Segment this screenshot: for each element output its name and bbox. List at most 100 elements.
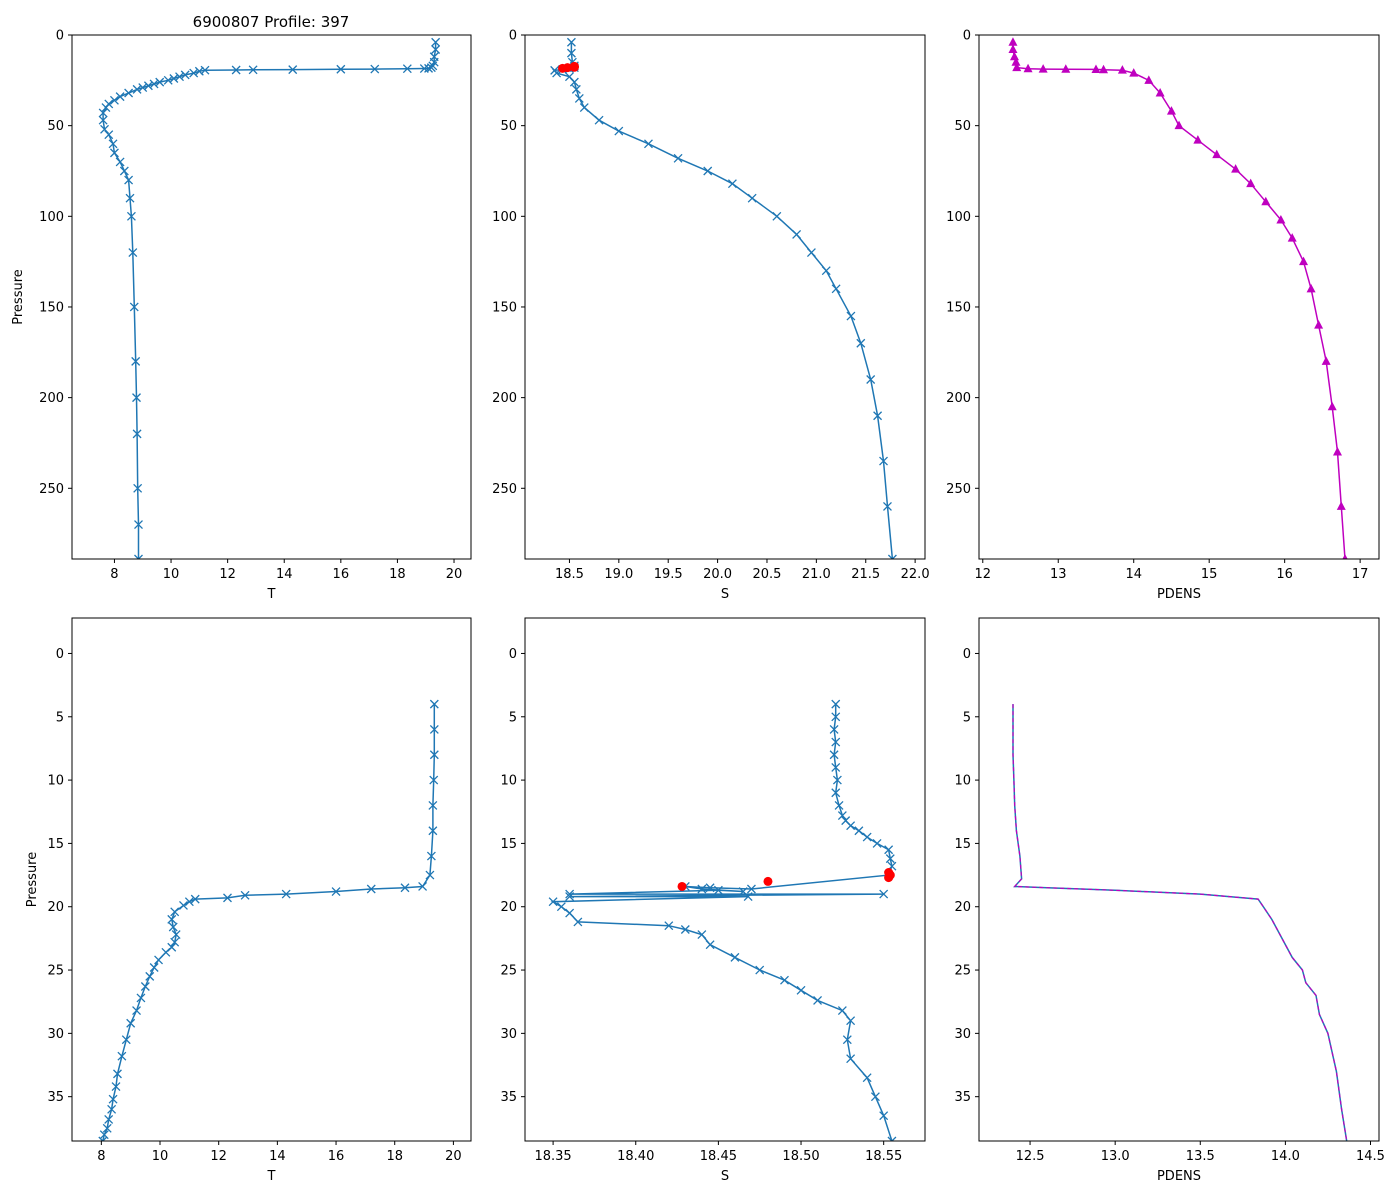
data-point-marker xyxy=(149,79,159,89)
data-point-marker xyxy=(643,139,653,149)
data-point-marker xyxy=(1038,64,1048,73)
data-point-marker xyxy=(747,193,757,203)
data-point-marker xyxy=(1117,65,1127,74)
data-point-marker xyxy=(288,65,298,75)
data-point-marker xyxy=(132,393,141,403)
y-tick-label: 150 xyxy=(492,300,517,315)
x-tick-label: 18.55 xyxy=(865,1149,902,1164)
data-point-marker xyxy=(565,889,575,899)
axes-frame xyxy=(71,34,472,560)
panel-bottom-density: 12.5 13.0 13.5 14.0 14.5 0 5 10 15 20 25 30 35 PDENS xyxy=(954,617,1385,1184)
data-point-marker xyxy=(121,1035,131,1045)
data-point-marker xyxy=(846,1016,856,1026)
data-point-marker xyxy=(418,882,428,891)
data-point-marker xyxy=(1011,57,1021,66)
data-point-marker xyxy=(796,985,806,995)
data-point-marker xyxy=(1231,164,1241,173)
data-point-marker xyxy=(705,883,715,893)
x-tick-label: 20.0 xyxy=(703,567,732,582)
y-tick-label: 30 xyxy=(500,1027,517,1042)
data-point-marker xyxy=(429,724,439,734)
data-point-marker xyxy=(1166,106,1176,115)
data-point-marker xyxy=(428,800,438,810)
data-point-marker xyxy=(846,311,856,321)
data-point-marker xyxy=(428,826,438,836)
x-tick-label: 20 xyxy=(445,1149,462,1164)
data-point-marker xyxy=(425,870,435,880)
y-tick-label: 200 xyxy=(946,391,971,406)
data-point-marker xyxy=(1299,256,1309,266)
data-point-marker xyxy=(842,1035,852,1045)
data-point-marker xyxy=(431,45,441,54)
data-point-marker xyxy=(884,845,894,855)
data-point-marker xyxy=(872,838,882,848)
data-point-marker xyxy=(887,554,897,559)
flag-point xyxy=(569,62,579,72)
data-point-marker xyxy=(98,108,108,118)
data-point-marker xyxy=(102,1123,112,1133)
x-tick-label: 16 xyxy=(1276,567,1293,582)
panel-bottom-salinity: 18.35 18.40 18.45 18.50 18.55 0 5 10 15 20 25 30 35 S xyxy=(500,617,926,1184)
plot-area xyxy=(1012,704,1348,1141)
y-tick-label: 0 xyxy=(509,647,517,662)
data-point-marker xyxy=(780,975,789,985)
data-point-marker xyxy=(879,1111,889,1121)
series-line-T xyxy=(102,704,436,1141)
flag-point xyxy=(884,873,894,883)
data-point-marker xyxy=(155,77,165,87)
x-axis-label: PDENS xyxy=(1157,1169,1201,1184)
data-point-marker xyxy=(109,95,119,105)
x-tick-label: 8 xyxy=(110,567,118,582)
data-point-marker xyxy=(664,921,674,931)
x-tick-label: 12 xyxy=(210,1149,227,1164)
y-axis-label: Pressure xyxy=(11,269,26,325)
y-tick-label: 50 xyxy=(954,119,971,134)
data-point-marker xyxy=(1276,214,1286,224)
x-tick-label: 18.40 xyxy=(617,1149,654,1164)
data-point-marker xyxy=(673,153,683,163)
y-tick-label: 10 xyxy=(47,774,64,789)
data-point-marker xyxy=(124,88,134,98)
data-point-marker xyxy=(831,712,841,722)
data-point-marker xyxy=(366,884,376,894)
data-point-marker xyxy=(108,139,118,149)
data-point-marker xyxy=(873,411,883,421)
data-point-marker xyxy=(813,995,823,1005)
data-point-marker xyxy=(104,130,114,140)
y-tick-label: 250 xyxy=(946,482,971,497)
data-point-marker xyxy=(109,148,119,158)
data-point-marker xyxy=(171,930,181,940)
data-point-marker xyxy=(154,955,164,965)
data-point-marker xyxy=(1193,135,1203,144)
data-point-marker xyxy=(879,456,888,466)
y-tick-label: 10 xyxy=(954,774,971,789)
data-point-marker xyxy=(1287,233,1297,242)
y-tick-label: 0 xyxy=(963,647,971,662)
data-point-marker xyxy=(402,64,412,74)
plot-area xyxy=(548,699,897,1141)
y-tick-label: 200 xyxy=(492,391,517,406)
x-tick-label: 14 xyxy=(276,567,293,582)
y-tick-label: 30 xyxy=(954,1027,971,1042)
data-point-marker xyxy=(727,179,737,189)
y-tick-label: 5 xyxy=(963,710,971,725)
y-tick-label: 25 xyxy=(954,964,971,979)
x-axis-label: S xyxy=(721,1169,729,1184)
data-point-marker xyxy=(579,103,589,112)
data-point-marker xyxy=(136,993,146,1003)
data-point-marker xyxy=(846,821,856,831)
data-point-marker xyxy=(429,775,439,785)
y-tick-label: 35 xyxy=(47,1090,64,1105)
y-tick-label: 250 xyxy=(39,482,64,497)
x-tick-label: 19.0 xyxy=(604,567,633,582)
data-point-marker xyxy=(571,84,581,94)
figure-title: 6900807 Profile: 397 xyxy=(193,13,350,31)
data-point-marker xyxy=(180,70,190,80)
data-point-marker xyxy=(730,952,740,962)
data-point-marker xyxy=(98,1136,108,1141)
y-tick-label: 0 xyxy=(56,29,64,44)
data-point-marker xyxy=(115,157,125,167)
y-axis-label: Pressure xyxy=(25,852,40,908)
data-point-marker xyxy=(1012,62,1022,72)
